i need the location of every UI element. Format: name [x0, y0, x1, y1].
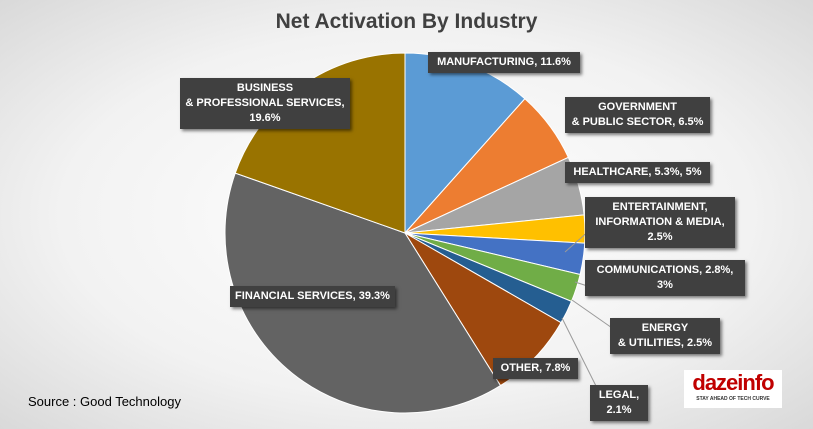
category-label: OTHER, [500, 362, 543, 374]
data-label: BUSINESS & PROFESSIONAL SERVICES, 19.6% [180, 78, 350, 129]
category-label: MANUFACTURING, [437, 56, 538, 68]
data-label: GOVERNMENT & PUBLIC SECTOR, 6.5% [565, 97, 710, 133]
data-label: HEALTHCARE, 5.3%, 5% [565, 162, 710, 183]
data-label: OTHER, 7.8% [493, 358, 578, 379]
leader-line [571, 299, 616, 331]
value-label: 19.6% [249, 112, 281, 124]
value-label: 11.6% [540, 56, 571, 68]
logo-text: dazeinfo [692, 370, 774, 395]
value-label: 2.5% [647, 231, 673, 243]
leader-line [561, 317, 599, 391]
category-label: GOVERNMENT & PUBLIC SECTOR, [571, 101, 677, 128]
category-label: HEALTHCARE, [573, 166, 652, 178]
value-label: 2.1% [606, 404, 632, 416]
data-label: FINANCIAL SERVICES, 39.3% [230, 286, 395, 307]
data-label: COMMUNICATIONS, 2.8%, 3% [585, 260, 745, 296]
category-label: COMMUNICATIONS, [596, 264, 703, 276]
category-label: BUSINESS & PROFESSIONAL SERVICES, [185, 82, 345, 109]
value-label: 6.5% [678, 116, 704, 128]
logo-tagline: STAY AHEAD OF TECH CURVE [696, 396, 770, 402]
category-label: ENERGY & UTILITIES, [617, 322, 689, 349]
category-label: LEGAL, [598, 389, 640, 401]
value-label: 2.8%, 3% [657, 264, 734, 291]
chart-title: Net Activation By Industry [275, 10, 538, 33]
category-label: ENTERTAINMENT, INFORMATION & MEDIA, [595, 201, 725, 228]
source: Source : Good Technology [28, 394, 181, 409]
category-label: FINANCIAL SERVICES, [235, 290, 356, 302]
data-label: ENERGY & UTILITIES, 2.5% [610, 318, 720, 354]
data-label: MANUFACTURING, 11.6% [428, 52, 580, 73]
logo: dazeinfo STAY AHEAD OF TECH CURVE [684, 370, 782, 408]
data-label: ENTERTAINMENT, INFORMATION & MEDIA, 2.5% [585, 197, 735, 248]
value-label: 7.8% [545, 362, 571, 374]
value-label: 39.3% [358, 290, 390, 302]
value-label: 2.5% [686, 337, 713, 349]
data-label: LEGAL, 2.1% [590, 385, 648, 421]
value-label: 5.3%, 5% [654, 166, 702, 178]
